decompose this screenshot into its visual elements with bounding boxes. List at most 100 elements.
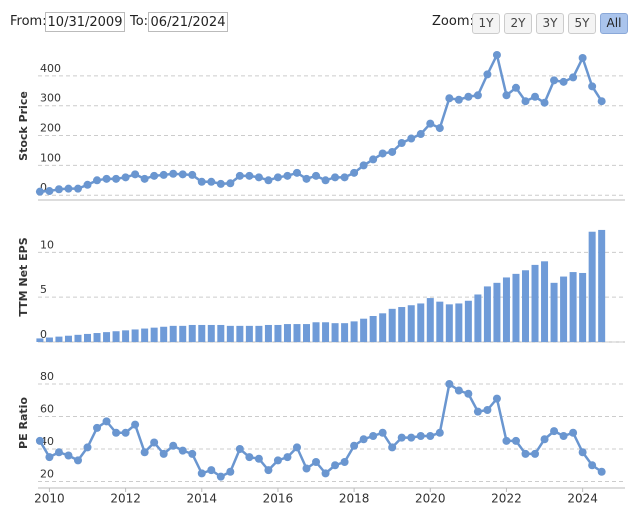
marker [597, 467, 606, 476]
bar [474, 294, 482, 342]
marker [83, 180, 92, 189]
marker [283, 453, 292, 462]
x-tick-label: 2024 [567, 492, 598, 506]
x-tick-label: 2012 [110, 492, 141, 506]
marker [454, 95, 463, 104]
marker [416, 130, 425, 139]
y-tick-label: 20 [40, 468, 54, 481]
bar [521, 270, 529, 342]
marker [588, 82, 597, 91]
marker [302, 174, 311, 183]
marker [312, 458, 321, 466]
zoom-button[interactable]: 2Y [504, 13, 532, 34]
from-input[interactable]: 10/31/2009 [45, 12, 125, 32]
marker [102, 174, 111, 183]
marker [121, 428, 130, 437]
bar [426, 298, 434, 342]
bar [264, 324, 272, 342]
marker [169, 169, 178, 178]
x-tick-label: 2014 [186, 492, 217, 506]
bar [226, 325, 234, 342]
marker [292, 168, 301, 177]
marker [378, 428, 387, 437]
marker [35, 187, 44, 196]
marker [321, 469, 330, 478]
marker [597, 97, 606, 106]
bar [588, 231, 596, 342]
marker [578, 448, 587, 457]
marker [83, 443, 92, 452]
bar [179, 325, 187, 342]
zoom-button[interactable]: 5Y [568, 13, 596, 34]
bar [169, 325, 177, 342]
marker [540, 435, 549, 444]
marker [588, 461, 597, 470]
marker [188, 449, 197, 458]
y-tick-label: 300 [40, 92, 61, 105]
bar [550, 282, 558, 342]
y-axis-title: PE Ratio [17, 397, 30, 449]
marker [131, 170, 140, 179]
bar [45, 337, 53, 342]
marker [226, 467, 235, 476]
marker [312, 171, 321, 180]
marker [407, 134, 416, 143]
bar [350, 321, 358, 342]
marker [369, 432, 378, 440]
bar [150, 327, 158, 342]
bar [455, 303, 463, 342]
bar [245, 325, 253, 342]
marker [93, 176, 102, 185]
marker [207, 177, 216, 186]
marker [245, 171, 254, 180]
y-tick-label: 0 [40, 181, 47, 194]
marker [216, 472, 225, 481]
bar [502, 277, 510, 342]
bar [331, 323, 339, 342]
bar [388, 308, 396, 342]
to-input[interactable]: 06/21/2024 [148, 12, 228, 32]
y-tick-label: 60 [40, 403, 54, 416]
bar [341, 323, 349, 342]
bar [188, 324, 196, 342]
marker [73, 184, 82, 193]
bar [274, 324, 282, 342]
marker [569, 428, 578, 437]
marker [511, 83, 520, 92]
zoom-button[interactable]: 1Y [472, 13, 500, 34]
marker [159, 449, 168, 458]
marker [397, 433, 406, 442]
marker [445, 380, 454, 388]
marker [559, 432, 568, 440]
marker [464, 92, 473, 101]
bar [379, 313, 387, 342]
marker [45, 453, 54, 462]
marker [340, 458, 349, 466]
marker [521, 449, 530, 458]
marker [283, 171, 292, 180]
marker [578, 53, 587, 62]
marker [378, 149, 387, 158]
bar [255, 325, 263, 342]
marker [292, 443, 301, 452]
bar [74, 334, 82, 342]
marker [45, 187, 54, 196]
bar [283, 324, 291, 342]
bar [398, 307, 406, 342]
bar [322, 322, 330, 342]
marker [502, 436, 511, 445]
bar [560, 276, 568, 342]
marker [150, 171, 159, 180]
marker [54, 448, 63, 457]
marker [350, 441, 359, 450]
marker [550, 427, 559, 436]
zoom-button[interactable]: All [600, 13, 628, 34]
marker [492, 50, 501, 59]
bar [236, 325, 244, 342]
marker [54, 185, 63, 194]
from-label: From: [10, 14, 47, 29]
marker [140, 448, 149, 457]
zoom-button[interactable]: 3Y [536, 13, 564, 34]
marker [235, 445, 244, 453]
marker [264, 176, 273, 185]
